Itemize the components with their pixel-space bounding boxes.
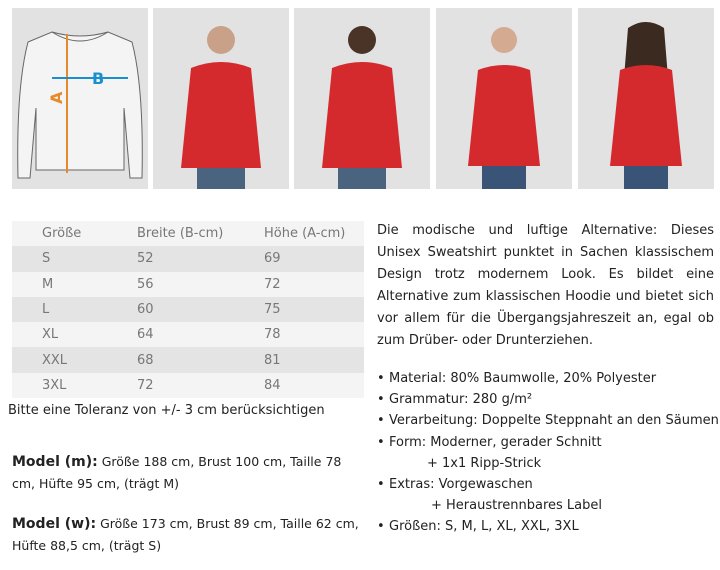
photo-male-back [294,8,430,189]
feature-sizes: Größen: S, M, L, XL, XXL, 3XL [377,516,719,537]
feature-extras-label: + Heraustrennbares Label [431,498,603,514]
cell: 75 [264,302,281,318]
model-w-text: Größe 173 cm, Brust 89 cm, Taille 62 cm,… [12,516,359,553]
cell: XXL [42,352,68,368]
cell: 72 [264,276,281,292]
feature-extras: Extras: Vorgewaschen [377,474,719,495]
height-label: A [47,91,66,104]
feature-form: Form: Moderner, gerader Schnitt [377,432,719,453]
feature-processing: Verarbeitung: Doppelte Steppnaht an den … [377,410,719,431]
header-width: Breite (B-cm) [137,226,224,242]
cell: 81 [264,352,281,368]
model-m-info: Model (m): Größe 188 cm, Brust 100 cm, T… [12,451,362,494]
model-w-info: Model (w): Größe 173 cm, Brust 89 cm, Ta… [12,513,362,556]
tolerance-note: Bitte eine Toleranz von +/- 3 cm berücks… [8,403,325,418]
model-m-text: Größe 188 cm, Brust 100 cm, Taille 78 cm… [12,454,342,491]
feature-material: Material: 80% Baumwolle, 20% Polyester [377,368,719,389]
cell: 52 [137,251,154,267]
photo-male-front [153,8,289,189]
photo-female-front [436,8,572,189]
cell: 68 [137,352,154,368]
width-label: B [92,69,104,88]
table-header: Größe Breite (B-cm) Höhe (A-cm) [12,221,364,247]
cell: S [42,251,51,267]
table-row: XXL 68 81 [12,347,364,373]
header-height: Höhe (A-cm) [264,226,346,242]
size-diagram: A B [12,8,148,189]
product-description: Die modische und luftige Alternative: Di… [377,223,714,348]
table-row: XL 64 78 [12,322,364,348]
cell: 72 [137,377,154,393]
model-w-label: Model (w): [12,516,97,532]
cell: 78 [264,327,281,343]
photo-female-back [578,8,714,189]
model-m-label: Model (m): [12,454,98,470]
table-row: S 52 69 [12,246,364,272]
cell: 3XL [42,377,67,393]
table-row: M 56 72 [12,271,364,297]
size-table: Größe Breite (B-cm) Höhe (A-cm) S 52 69 M 56 7… [12,221,364,399]
feature-weight: Grammatur: 280 g/m² [377,389,719,410]
table-row: L 60 75 [12,296,364,323]
feature-list: Material: 80% Baumwolle, 20% Polyester G… [377,368,719,538]
cell: XL [42,327,59,343]
cell: 60 [137,302,154,318]
cell: 84 [264,377,281,393]
cell: 56 [137,276,154,292]
cell: 64 [137,327,154,343]
feature-form-extra: + 1x1 Ripp-Strick [427,455,542,471]
cell: L [42,302,50,318]
cell: 69 [264,251,281,267]
header-size: Größe [42,226,82,242]
cell: M [42,276,54,292]
table-row: 3XL 72 84 [12,372,364,399]
